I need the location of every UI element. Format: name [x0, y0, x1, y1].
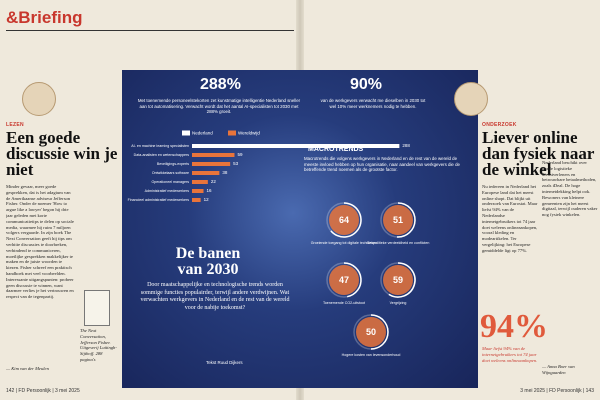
- bar-value: 288: [402, 143, 410, 148]
- trend-arc: [330, 202, 362, 238]
- article-body: Nu iedereen in Nederland het Europese la…: [482, 184, 538, 253]
- section-title: &Briefing: [6, 8, 83, 27]
- legend-swatch: [228, 130, 236, 136]
- trend-value: 47: [339, 275, 349, 285]
- trend-circle: [356, 317, 386, 347]
- book-caption: The Next Conversation, Jefferson Fisher.…: [80, 328, 117, 362]
- article-body: Nederland beschikt over goede logistieke…: [542, 160, 598, 218]
- infographic-graphics: Nederland Wereldwijd AI- en machine learni…: [128, 130, 430, 357]
- bar-label: Data-analisten en wetenschappers: [134, 153, 190, 157]
- macro-title: MACROTRENDS: [308, 146, 364, 153]
- footer-right: 3 mei 2025 | FD Persoonlijk | 143: [520, 388, 594, 394]
- article-label: ONDERZOEK: [482, 122, 517, 128]
- bar: [192, 144, 400, 148]
- bar-value: 12: [204, 197, 210, 202]
- bar: [192, 180, 208, 184]
- trend-arc: [396, 202, 416, 238]
- article-body: Minder gevaar, meer goede gesprekken, da…: [6, 184, 74, 300]
- trend-circle: [383, 265, 413, 295]
- macro-text: Macrotrends die volgens werkgevers in Ne…: [304, 156, 460, 173]
- stat: 288%: [200, 76, 241, 93]
- author-icon: [454, 82, 488, 116]
- trend-circle: [329, 265, 359, 295]
- footer-left: 142 | FD Persoonlijk | 3 mei 2025: [6, 388, 80, 394]
- infographic-title: De banen van 2030: [175, 245, 241, 278]
- infographic: 288% Met toenemende personeelstekorten z…: [122, 70, 478, 388]
- bar: [192, 162, 231, 166]
- bar-label: Financieel administratief medewerkers: [128, 198, 190, 202]
- bar-value: 16: [207, 188, 213, 193]
- bar-label: Administratief medewerkers: [145, 189, 190, 193]
- legend-label: Nederland: [192, 131, 213, 136]
- trend-label: Geopolitieke verdeeldheid en conflicten: [367, 241, 430, 245]
- trend-value: 51: [393, 215, 403, 225]
- top-rule: [6, 30, 294, 31]
- bar-value: 38: [222, 170, 228, 175]
- bar: [192, 153, 235, 157]
- trend-arc: [343, 262, 362, 298]
- trend-circle: [329, 205, 359, 235]
- trend-value: 64: [339, 215, 349, 225]
- bar-value: 53: [233, 161, 239, 166]
- article-label: LEZEN: [6, 122, 24, 128]
- trend-label: Vergrijzing: [390, 301, 407, 305]
- bar-value: 59: [237, 152, 243, 157]
- trend-arc: [388, 262, 416, 298]
- article-headline: Liever online dan fysiek naar de winkel: [482, 128, 595, 179]
- infographic-intro: Door maatschappelijke en technologische …: [140, 282, 290, 311]
- bar-label: Beveiligings-experts: [157, 162, 189, 166]
- trend-circle: [383, 205, 413, 235]
- signature: — Kim van der Meulen: [6, 366, 49, 371]
- legend-label: Wereldwijd: [238, 131, 260, 136]
- stat-text: van de werkgevers verwacht me dieselben …: [320, 98, 426, 109]
- book-cover: [84, 290, 110, 326]
- bar-label: AI- en machine learning specialisten: [131, 144, 189, 148]
- bar: [192, 171, 220, 175]
- trend-value: 59: [393, 275, 403, 285]
- legend-swatch: [182, 130, 190, 136]
- bar-label: Ontwikkelaars software: [152, 171, 189, 175]
- trend-value: 50: [366, 327, 376, 337]
- author-icon: [22, 82, 56, 116]
- signature: — Anna Boer van Wijngaarden: [542, 364, 575, 375]
- bar: [192, 198, 201, 202]
- trend-arc: [370, 314, 389, 350]
- bar-value: 22: [211, 179, 217, 184]
- credit: Tekst Ruud Dijkers: [206, 360, 243, 365]
- stat-text: Maar liefst 94% van de internetgebruiker…: [482, 346, 538, 363]
- bar-label: Operationeel managers: [151, 180, 189, 184]
- big-stat: 94%: [480, 308, 548, 345]
- trend-label: Groeiende toegang tot digitale technieke…: [311, 241, 378, 245]
- stat-text: Met toenemende personeelstekorten zet ku…: [137, 98, 301, 115]
- article-headline: Een goede discussie win je niet: [6, 128, 118, 179]
- stat: 90%: [350, 76, 383, 93]
- trend-label: Toenemende CO2-uitstoot: [323, 301, 365, 305]
- trend-label: Hogere kosten van levensonderhoud: [342, 353, 401, 357]
- bar: [192, 189, 204, 193]
